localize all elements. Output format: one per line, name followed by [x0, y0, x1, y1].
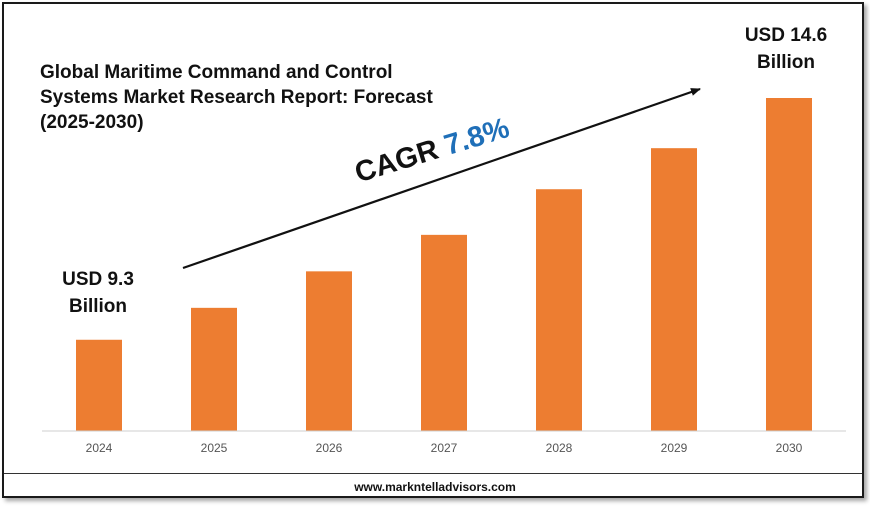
bar-2024	[76, 339, 122, 431]
x-tick-labels: 2024 2025 2026 2027 2028 2029 2030	[86, 441, 803, 455]
end-value-callout: USD 14.6 Billion	[726, 22, 846, 76]
bar-2029	[651, 148, 697, 431]
bar-2030	[766, 98, 812, 431]
bar-2026	[306, 271, 352, 431]
bar-2027	[421, 234, 467, 431]
end-value-unit: Billion	[756, 52, 816, 73]
growth-arrow	[182, 87, 701, 270]
x-tick-label-2028: 2028	[546, 441, 573, 455]
bars-group	[76, 98, 812, 431]
x-tick-label-2024: 2024	[86, 441, 113, 455]
chart-title: Global Maritime Command and Control Syst…	[40, 62, 433, 133]
bar-2028	[536, 189, 582, 431]
end-value-label: USD 14.6	[744, 25, 828, 46]
x-tick-label-2030: 2030	[776, 441, 803, 455]
bar-2025	[191, 307, 237, 431]
start-value-callout: USD 9.3 Billion	[48, 266, 148, 320]
x-tick-label-2029: 2029	[661, 441, 688, 455]
start-value-label: USD 9.3	[62, 269, 134, 290]
start-value-unit: Billion	[68, 296, 128, 317]
website-footer: www.markntelladvisors.com	[354, 480, 516, 494]
x-tick-label-2025: 2025	[201, 441, 228, 455]
footer-divider	[4, 473, 862, 474]
x-tick-label-2027: 2027	[431, 441, 458, 455]
x-tick-label-2026: 2026	[316, 441, 343, 455]
